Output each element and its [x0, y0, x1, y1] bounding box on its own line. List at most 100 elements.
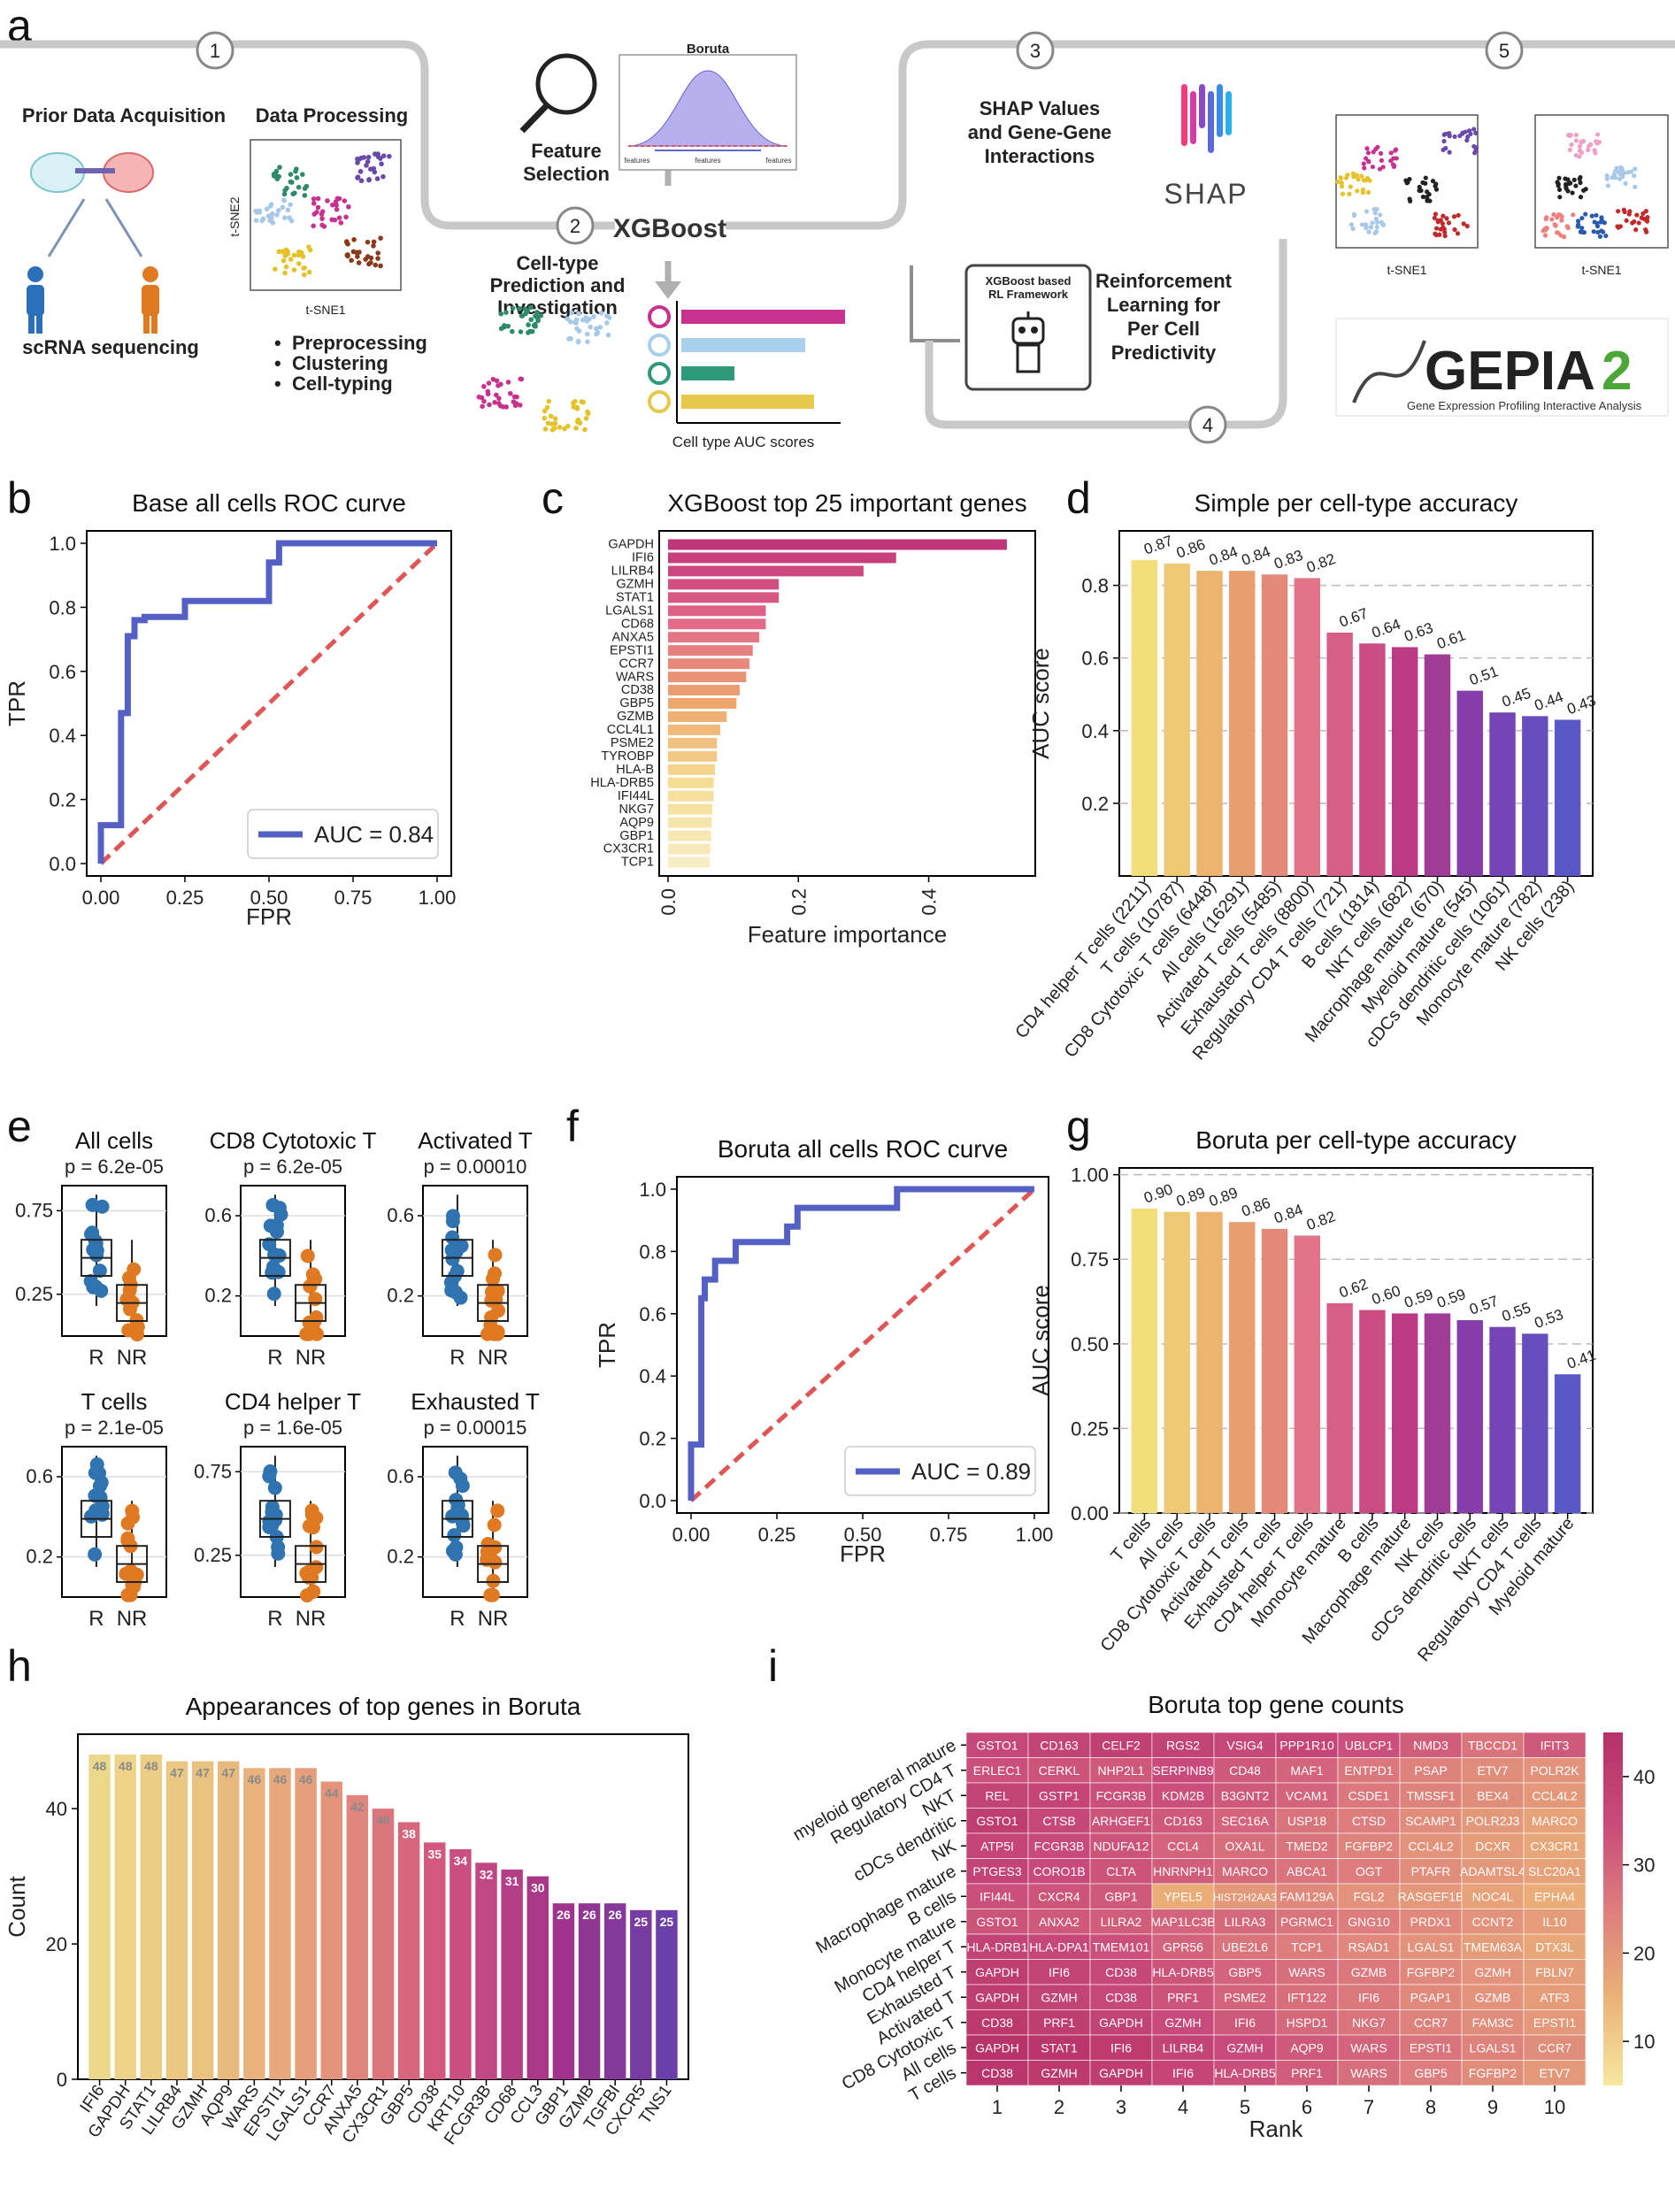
tsne-result-point [1471, 143, 1477, 150]
x-tick-label: 0.4 [918, 888, 941, 916]
data-point [443, 1275, 458, 1290]
panel-g-accuracy: Boruta per cell-type accuracy 0.00 0.25 0.5… [1027, 1126, 1598, 1665]
gene-label: HLA-DRB5 [590, 776, 654, 790]
cluster-point [572, 319, 578, 326]
heatmap-cell [1275, 1959, 1339, 1985]
data-point [483, 1587, 498, 1602]
tsne-result-point [1616, 169, 1622, 174]
tsne-point [259, 218, 265, 224]
heatmap-gene: NMD3 [1413, 1738, 1448, 1752]
tsne-point [355, 174, 361, 180]
heatmap-cell [1213, 2060, 1277, 2086]
bar-TCP1 [668, 856, 711, 868]
y-tick-label: 0.2 [204, 1285, 232, 1307]
cluster-point [476, 394, 482, 400]
heatmap-gene: IFIT3 [1541, 1738, 1570, 1752]
plot-frame [240, 1185, 346, 1337]
heatmap-gene: STAT1 [1041, 2040, 1078, 2055]
tsne-mini-frame [250, 139, 402, 291]
gepia-subtitle: Gene Expression Profiling Interactive An… [1407, 399, 1642, 412]
heatmap-gene: HIST2H2AA3 [1213, 1891, 1277, 1903]
gene-label: WARS [616, 670, 654, 684]
plot-frame [658, 530, 1036, 877]
data-point [487, 1517, 502, 1532]
tsne-result-point [1372, 206, 1377, 212]
plot-frame [61, 1446, 167, 1598]
tsne-result-point [1452, 134, 1457, 140]
cluster-point [552, 416, 558, 421]
tsne-result-point [1593, 150, 1598, 156]
heatmap-gene: CERKL [1039, 1763, 1080, 1778]
heatmap-cell [965, 1984, 1029, 2010]
bar-CX3CR1 [372, 1809, 395, 2079]
boxplot-title: Activated T [418, 1127, 533, 1154]
heatmap-gene: CCR7 [1414, 2016, 1448, 2030]
y-tick-label: 0.00 [1071, 1502, 1109, 1525]
dna-helix-icon [1352, 340, 1426, 403]
cluster-point [511, 399, 517, 404]
svg-text:5: 5 [1499, 40, 1510, 62]
bar-value-label: 0.59 [1402, 1286, 1436, 1311]
heatmap-cell [1523, 2060, 1587, 2086]
data-point [308, 1292, 323, 1307]
tsne-result-point [1447, 131, 1452, 136]
heatmap-cell [1151, 1808, 1215, 1834]
tsne-point [374, 176, 380, 181]
data-point [453, 1290, 468, 1305]
bar-CD38 [668, 685, 740, 696]
prior-data-title: Prior Data Acquisition [22, 104, 226, 127]
cluster-point [597, 324, 603, 330]
p-value: p = 6.2e-05 [65, 1156, 164, 1178]
data-point [95, 1506, 110, 1521]
tsne-result-point [1366, 229, 1372, 234]
tsne-point [355, 254, 360, 259]
shap-bar [1190, 91, 1196, 144]
tsne-result-point [1467, 128, 1472, 134]
heatmap-gene: YPEL5 [1164, 1889, 1202, 1903]
tsne-result-point [1457, 133, 1463, 139]
data-point [484, 1285, 499, 1300]
tsne-result-point [1589, 213, 1594, 219]
bar-value-label: 0.60 [1370, 1282, 1403, 1308]
shap-title: SHAP Values and Gene-Gene Interactions [968, 97, 1112, 167]
bar-value-label: 38 [402, 1826, 416, 1840]
celltype-pred-label: Cell-type Prediction and Investigation [490, 252, 626, 319]
tsne-point [283, 264, 289, 270]
gene-label: GBP1 [619, 829, 654, 843]
tsne-result-points [1335, 127, 1650, 240]
heatmap-gene: PRDX1 [1410, 1915, 1452, 1929]
heatmap-gene: LILRB4 [1163, 2040, 1204, 2055]
heatmap-gene: CD163 [1040, 1738, 1079, 1752]
x-tick-label: 0.0 [657, 888, 680, 916]
heatmap-cell [1027, 1757, 1091, 1784]
tsne-result-point [1567, 147, 1572, 152]
cluster-point [594, 331, 599, 337]
heatmap-cell [1151, 1858, 1215, 1885]
bar-NK cells (238) [1554, 719, 1581, 876]
heatmap-cell [1089, 1832, 1153, 1859]
group-label: R [267, 1607, 282, 1631]
data-point [92, 1263, 107, 1279]
gene-label: GZMH [616, 578, 654, 592]
heatmap-gene: MAF1 [1290, 1763, 1324, 1778]
bar-CX3CR1 [668, 843, 711, 855]
y-tick-label: 0.75 [15, 1199, 53, 1221]
svg-text:2: 2 [570, 215, 580, 237]
cluster-point [568, 335, 573, 342]
tsne-point [366, 177, 372, 183]
panel-letter-g: g [1066, 1102, 1091, 1151]
tsne-result-point [1597, 234, 1603, 239]
heatmap-gene: SCAMP1 [1405, 1814, 1456, 1828]
tsne-point [363, 257, 368, 262]
legend-box [247, 809, 439, 859]
boruta-region-label: features [766, 157, 792, 165]
bar-TYROBP [668, 750, 718, 762]
tsne-point [277, 165, 282, 170]
bar-value-label: 0.84 [1272, 1201, 1305, 1226]
data-point [449, 1493, 464, 1508]
tsne-point [315, 204, 321, 211]
processing-list: • Preprocessing • Clustering • Cell-typing [274, 332, 427, 395]
data-point [266, 1286, 281, 1302]
heatmap-gene: ETV7 [1477, 1763, 1508, 1778]
tsne-result-point [1473, 130, 1479, 135]
